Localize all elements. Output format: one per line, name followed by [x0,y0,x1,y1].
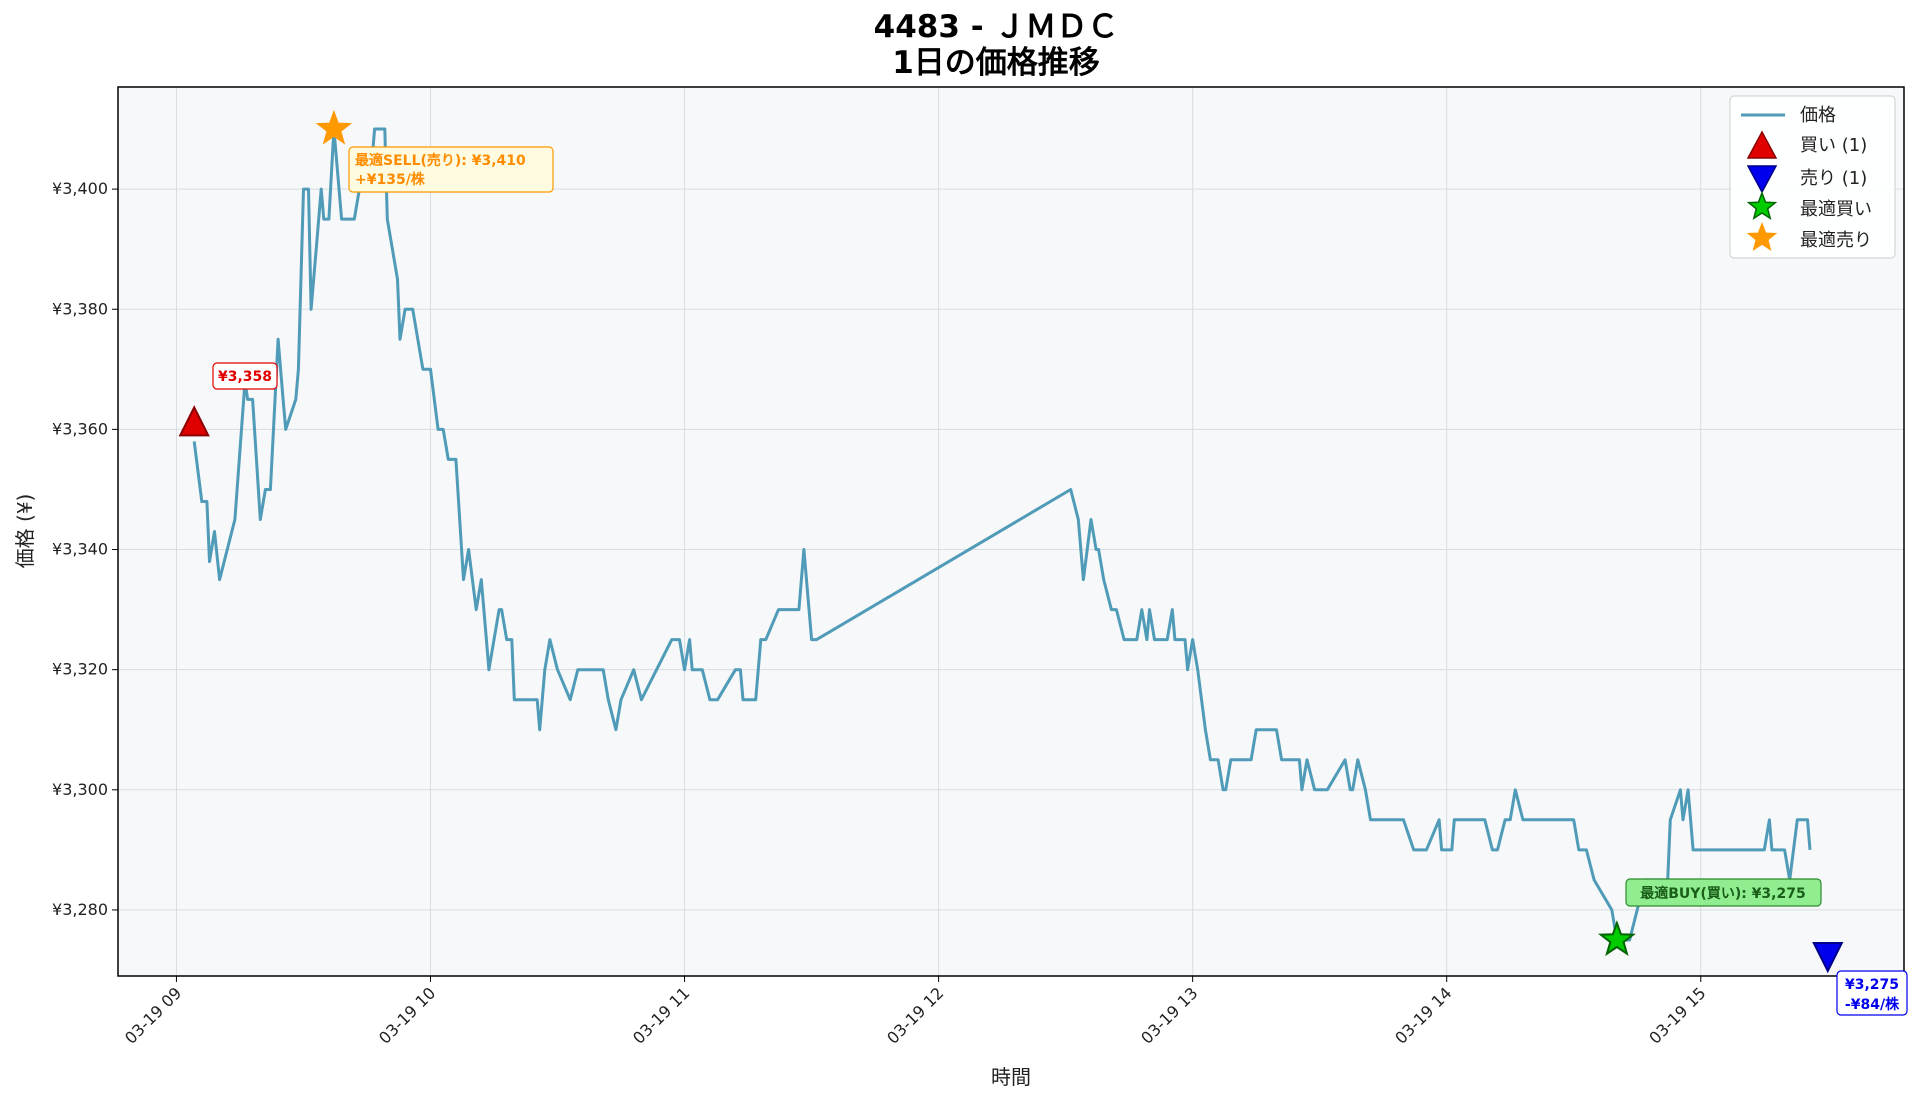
x-tick-label: 03-19 13 [1137,983,1201,1047]
legend: 価格 買い (1) 売り (1) 最適買い 最適売り [1729,95,1896,259]
y-tick-label: ¥3,280 [52,900,108,919]
chart-subtitle: 1日の価格推移 [892,45,1100,81]
legend-best-buy-label: 最適買い [1800,199,1872,220]
x-axis: 03-19 09 03-19 10 03-19 11 03-19 12 03-19 13… [121,976,1710,1048]
legend-buy-swatch [1746,130,1778,159]
sell-annotation-box [1836,970,1908,1016]
markers [178,109,1844,974]
legend-best-sell-swatch [1746,221,1778,251]
y-axis: ¥3,280 ¥3,300 ¥3,320 ¥3,340 ¥3,360 ¥3,380 ¥3,4… [52,179,118,919]
x-tick-label: 03-19 15 [1645,983,1709,1047]
y-axis-label: 価格 (¥) [13,494,37,569]
buy-annotation-label: ¥3,358 [218,369,272,385]
legend-best-buy-swatch [1746,190,1778,220]
plot-frame [117,86,1905,977]
chart-title: 4483 - ＪＭＤＣ [874,9,1119,45]
best-sell-marker [315,109,353,145]
legend-sell-swatch [1746,165,1778,194]
best-sell-annotation-line2: +¥135/株 [355,171,426,188]
legend-sell-label: 売り (1) [1800,168,1867,189]
sell-annotation-line2: -¥84/株 [1845,996,1900,1013]
best-buy-annotation: 最適BUY(買い): ¥3,275 [1625,878,1822,907]
price-line [192,127,1812,942]
legend-box [1729,95,1896,259]
x-tick-label: 03-19 10 [375,983,439,1047]
best-buy-marker [1598,920,1636,957]
x-tick-label: 03-19 14 [1391,983,1455,1047]
sell-annotation-line1: ¥3,275 [1845,977,1899,993]
plot-area [118,87,1904,976]
legend-best-sell-label: 最適売り [1800,230,1872,251]
y-tick-label: ¥3,320 [52,660,108,679]
y-tick-label: ¥3,300 [52,780,108,799]
buy-annotation: ¥3,358 [212,362,278,390]
x-tick-label: 03-19 11 [629,983,693,1047]
y-tick-label: ¥3,400 [52,179,108,198]
best-sell-annotation-line1: 最適SELL(売り): ¥3,410 [355,152,526,169]
x-axis-label: 時間 [991,1065,1031,1089]
x-tick-label: 03-19 12 [883,983,947,1047]
buy-marker [178,405,210,437]
y-tick-label: ¥3,380 [52,299,108,318]
y-tick-label: ¥3,340 [52,540,108,559]
buy-annotation-box [212,362,278,390]
sell-annotation: ¥3,275 -¥84/株 [1836,970,1908,1016]
legend-buy-label: 買い (1) [1800,135,1867,156]
best-buy-annotation-label: 最適BUY(買い): ¥3,275 [1640,885,1805,902]
best-sell-annotation: 最適SELL(売り): ¥3,410 +¥135/株 [348,146,554,193]
best-buy-annotation-box [1625,878,1822,907]
grid-lines [118,87,1904,976]
x-tick-label: 03-19 09 [121,983,185,1047]
series-layer [192,127,1812,942]
best-sell-annotation-box [348,146,554,193]
y-tick-label: ¥3,360 [52,419,108,438]
legend-price-label: 価格 [1800,105,1836,126]
sell-marker [1812,941,1844,974]
